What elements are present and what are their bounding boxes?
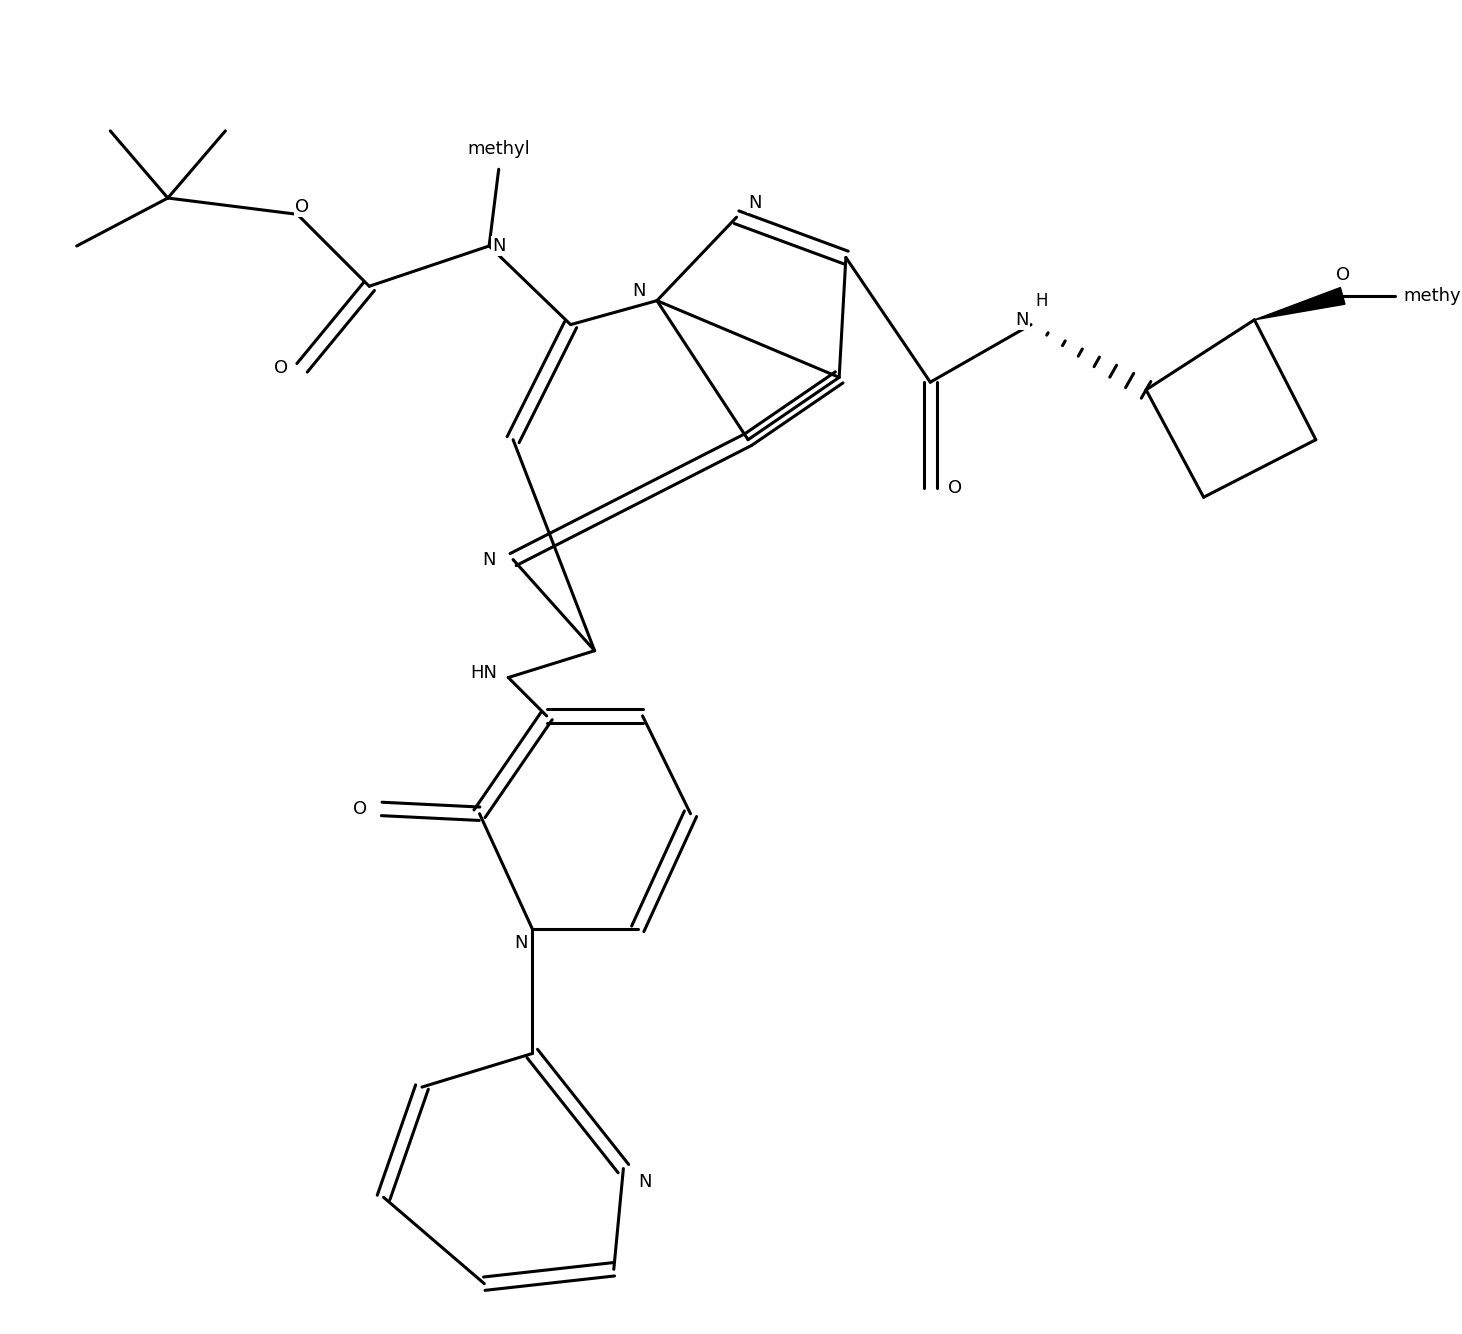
Text: HN: HN xyxy=(469,664,497,682)
Text: N: N xyxy=(1016,311,1029,328)
Text: N: N xyxy=(632,281,645,300)
Text: O: O xyxy=(1336,267,1349,284)
Polygon shape xyxy=(1254,288,1345,320)
Text: N: N xyxy=(482,551,496,568)
Text: H: H xyxy=(1035,292,1048,311)
Text: N: N xyxy=(749,193,762,212)
Text: N: N xyxy=(515,934,528,951)
Text: O: O xyxy=(354,800,367,818)
Text: methyl: methyl xyxy=(1404,287,1462,305)
Text: O: O xyxy=(947,479,962,496)
Text: N: N xyxy=(637,1174,651,1191)
Text: O: O xyxy=(295,197,308,216)
Text: O: O xyxy=(273,359,288,376)
Text: N: N xyxy=(491,237,506,255)
Text: methyl: methyl xyxy=(468,140,531,157)
